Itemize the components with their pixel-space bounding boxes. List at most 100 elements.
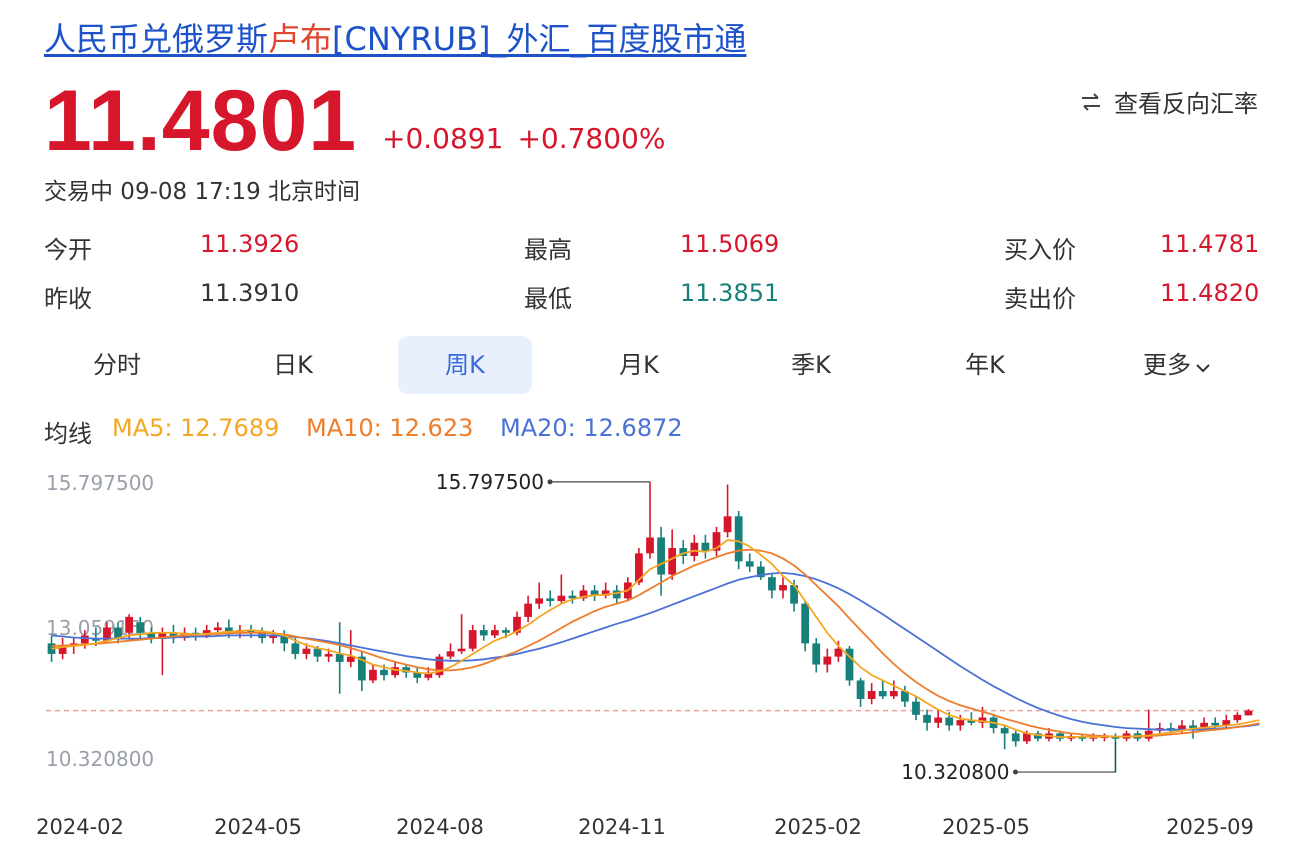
candle-body	[723, 516, 732, 533]
candle-body	[1022, 733, 1031, 742]
candle-body	[1178, 725, 1186, 731]
candle-body	[923, 714, 931, 723]
candle-body	[901, 691, 909, 702]
candle-body	[967, 720, 976, 723]
candle-body	[823, 656, 832, 665]
min-annotation-dot	[1012, 769, 1018, 775]
candle-body	[114, 627, 122, 639]
x-tick-label: 2024-11	[578, 815, 666, 839]
candle-body	[867, 691, 876, 699]
candle-body	[1222, 720, 1231, 726]
candle-body	[490, 630, 499, 636]
tab-intraday[interactable]: 分时	[93, 351, 141, 379]
candle-body	[635, 553, 643, 583]
current-price: 11.4801	[44, 73, 358, 169]
candle-body	[1244, 710, 1253, 716]
tab-monthly-k[interactable]: 月K	[619, 351, 659, 379]
candle-body	[435, 656, 444, 676]
candle-body	[1056, 733, 1064, 739]
candle-body	[169, 632, 178, 639]
low-value: 11.3851	[680, 279, 780, 307]
candle-body	[612, 590, 621, 599]
candle-body	[291, 643, 300, 654]
ma20-line	[51, 571, 1260, 731]
change-percent: +0.7800%	[517, 122, 666, 155]
tab-weekly-k[interactable]: 周K	[398, 336, 532, 394]
candle-body	[568, 595, 577, 599]
candle-body	[756, 566, 765, 578]
candle-body	[335, 653, 344, 662]
candle-body	[768, 577, 776, 591]
low-label: 最低	[524, 285, 572, 313]
candle-body	[80, 635, 89, 644]
candlestick-chart[interactable]: 15.79750013.05915010.32080015.79750010.3…	[0, 460, 1298, 858]
ma5-line	[51, 539, 1260, 739]
change-value: +0.0891	[382, 122, 504, 155]
candle-body	[1034, 733, 1042, 739]
candle-body	[646, 537, 654, 554]
candle-body	[424, 672, 433, 678]
candle-body	[479, 630, 488, 636]
candle-body	[601, 590, 610, 596]
candle-body	[590, 590, 599, 596]
ma-label: 均线	[44, 420, 92, 448]
tab-daily-k[interactable]: 日K	[273, 351, 313, 379]
candle-body	[346, 656, 355, 662]
tab-quarterly-k[interactable]: 季K	[791, 351, 831, 379]
candle-body	[1189, 725, 1197, 729]
candle-body	[978, 717, 987, 723]
candle-body	[213, 627, 222, 631]
x-tick-label: 2025-05	[942, 815, 1030, 839]
candle-body	[1000, 728, 1009, 734]
y-tick-label: 15.797500	[46, 471, 154, 495]
min-annotation-label: 10.320800	[901, 760, 1009, 784]
trade-status: 交易中 09-08 17:19 北京时间	[44, 179, 361, 205]
candle-body	[513, 616, 521, 633]
candle-body	[1211, 722, 1220, 726]
reverse-rate-button[interactable]: 查看反向汇率	[1080, 84, 1258, 119]
high-value: 11.5069	[680, 230, 780, 258]
high-label: 最高	[524, 236, 572, 264]
chevron-down-icon	[1195, 337, 1211, 395]
candle-body	[878, 691, 887, 697]
price-change: +0.0891 +0.7800%	[382, 122, 679, 155]
page-title[interactable]: 人民币兑俄罗斯卢布[CNYRUB]_外汇_百度股市通	[44, 20, 747, 58]
y-tick-label: 10.320800	[46, 747, 154, 771]
ask-value: 11.4820	[1160, 279, 1260, 307]
ask-label: 卖出价	[1004, 285, 1076, 313]
candle-body	[247, 630, 255, 633]
candle-body	[502, 630, 510, 633]
candle-body	[557, 595, 566, 602]
open-value: 11.3926	[200, 230, 300, 258]
tab-more[interactable]: 更多	[1102, 336, 1252, 394]
candle-body	[889, 691, 898, 697]
max-annotation-dot	[547, 479, 553, 485]
candle-body	[357, 656, 366, 681]
x-tick-label: 2024-02	[36, 815, 124, 839]
candle-body	[269, 635, 278, 639]
candle-body	[701, 542, 710, 551]
candle-body	[712, 532, 721, 551]
candle-body	[446, 651, 455, 657]
candle-body	[546, 598, 555, 602]
x-tick-label: 2025-09	[1166, 815, 1254, 839]
reverse-rate-label: 查看反向汇率	[1114, 90, 1258, 118]
tab-more-label: 更多	[1143, 351, 1191, 379]
candle-body	[524, 603, 532, 617]
ma10-line	[51, 548, 1260, 738]
candle-body	[812, 643, 821, 665]
ma10-value: MA10: 12.623	[306, 414, 474, 442]
candle-body	[690, 542, 699, 556]
candle-body	[302, 648, 311, 654]
candle-body	[413, 672, 422, 678]
candle-body	[158, 632, 167, 639]
candle-body	[856, 680, 865, 699]
tab-yearly-k[interactable]: 年K	[965, 351, 1005, 379]
candle-body	[402, 667, 411, 673]
swap-arrows-icon	[1080, 90, 1102, 118]
candle-body	[147, 632, 156, 639]
bid-value: 11.4781	[1160, 230, 1260, 258]
candle-body	[1200, 722, 1209, 729]
min-annotation-line	[1015, 742, 1117, 773]
candle-body	[579, 590, 588, 599]
